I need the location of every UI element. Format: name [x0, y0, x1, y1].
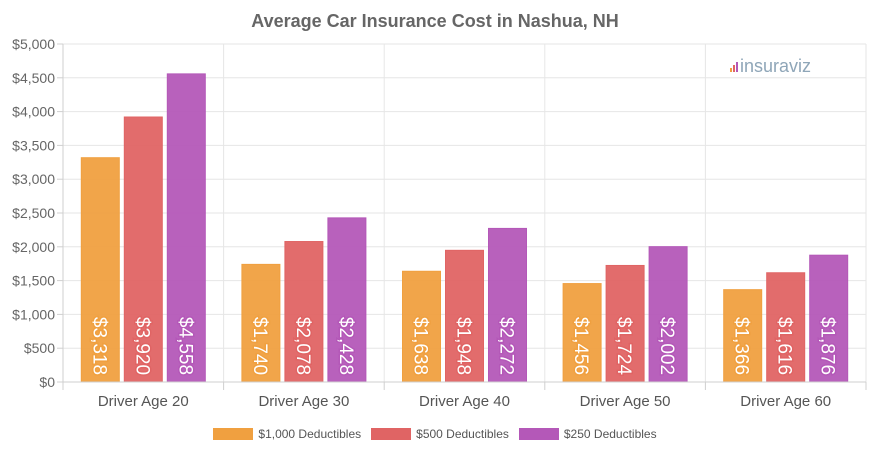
bar-value-label: $1,366: [731, 317, 752, 375]
bar: [80, 157, 120, 383]
bar-value-label: $1,456: [570, 317, 591, 375]
y-tick-label: $500: [24, 340, 55, 356]
legend-item[interactable]: $1,000 Deductibles: [213, 427, 361, 441]
y-tick-label: $4,500: [12, 70, 55, 86]
bar-value-label: $1,638: [410, 317, 431, 375]
y-tick-label: $3,500: [12, 137, 55, 153]
y-tick-label: $3,000: [12, 171, 55, 187]
y-tick-label: $1,500: [12, 273, 55, 289]
legend: $1,000 Deductibles $500 Deductibles $250 D…: [0, 424, 870, 444]
legend-swatch: [518, 428, 559, 440]
legend-swatch: [371, 428, 412, 440]
bar-value-label: $1,740: [249, 317, 270, 375]
y-tick-label: $1,000: [12, 306, 55, 322]
bar-value-label: $1,724: [613, 317, 634, 376]
bar: [766, 272, 806, 383]
bar-value-label: $3,920: [131, 317, 152, 375]
legend-label: $1,000 Deductibles: [258, 427, 362, 441]
bar-value-label: $2,002: [656, 317, 677, 375]
bar: [723, 289, 763, 383]
y-tick-label: $5,000: [12, 36, 55, 52]
bar-value-label: $4,558: [174, 317, 195, 375]
bar-value-label: $2,078: [292, 317, 313, 375]
x-tick-label: Driver Age 40: [419, 393, 510, 410]
bar-chart: Average Car Insurance Cost in Nashua, NH…: [12, 11, 867, 410]
bar: [488, 227, 527, 383]
bar-value-label: $1,948: [453, 317, 474, 375]
bar-value-label: $1,876: [817, 317, 838, 375]
bar: [166, 73, 206, 383]
watermark-text: insuraviz: [740, 56, 811, 76]
bar-value-label: $3,318: [88, 317, 109, 375]
bar: [809, 254, 849, 383]
x-tick-label: Driver Age 20: [98, 393, 189, 410]
bar-value-label: $2,428: [335, 317, 356, 375]
y-tick-label: $2,500: [12, 205, 55, 221]
y-tick-label: $4,000: [12, 104, 55, 120]
bar: [241, 263, 281, 383]
insuraviz-logo: insuraviz: [730, 56, 811, 76]
legend-item[interactable]: $250 Deductibles: [518, 427, 657, 441]
y-tick-label: $2,000: [12, 239, 55, 255]
y-tick-label: $0: [39, 374, 55, 390]
bar: [605, 264, 645, 383]
x-tick-label: Driver Age 50: [580, 393, 671, 410]
legend-label: $250 Deductibles: [563, 427, 657, 441]
bar: [445, 249, 484, 383]
x-tick-label: Driver Age 60: [740, 393, 831, 410]
bar: [284, 241, 324, 383]
x-tick-label: Driver Age 30: [258, 393, 349, 410]
bar: [327, 217, 367, 383]
legend-item[interactable]: $500 Deductibles: [371, 427, 509, 441]
bar: [123, 116, 163, 383]
bar-value-label: $1,616: [774, 317, 795, 375]
chart-title: Average Car Insurance Cost in Nashua, NH: [251, 11, 618, 31]
bar-value-label: $2,272: [496, 317, 517, 375]
legend-label: $500 Deductibles: [416, 427, 509, 441]
bar: [402, 270, 441, 383]
bar: [648, 246, 688, 383]
legend-swatch: [213, 428, 254, 440]
